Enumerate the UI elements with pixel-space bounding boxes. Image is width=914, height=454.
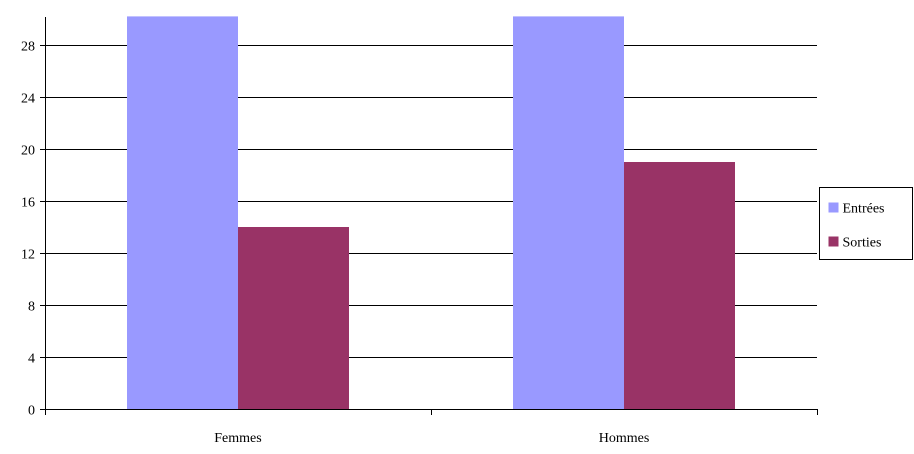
- axes: 0 4 8 12 16 20 24 28 Femmes Hommes: [21, 17, 818, 446]
- x-category-label: Hommes: [599, 431, 650, 446]
- y-tick-label: 24: [21, 92, 35, 107]
- y-tick-label: 4: [28, 352, 35, 367]
- legend-swatch-sorties: [828, 236, 839, 247]
- y-tick-label: 28: [21, 40, 35, 55]
- y-tick-label: 8: [28, 300, 35, 315]
- legend-label: Entrées: [843, 202, 885, 217]
- y-tick-label: 0: [28, 404, 35, 419]
- y-tick-label: 16: [21, 196, 35, 211]
- x-category-label: Femmes: [214, 431, 261, 446]
- bar-entrées-hommes: [513, 16, 624, 410]
- y-tick-label: 12: [21, 248, 35, 263]
- bar-sorties-femmes: [238, 227, 349, 409]
- bars: [127, 16, 735, 410]
- y-tick-label: 20: [21, 144, 35, 159]
- legend: Entrées Sorties: [819, 187, 913, 260]
- legend-swatch-entrées: [828, 202, 839, 213]
- bar-sorties-hommes: [624, 162, 735, 409]
- bar-entrées-femmes: [127, 16, 238, 410]
- legend-label: Sorties: [843, 236, 882, 251]
- legend-box: [819, 187, 913, 260]
